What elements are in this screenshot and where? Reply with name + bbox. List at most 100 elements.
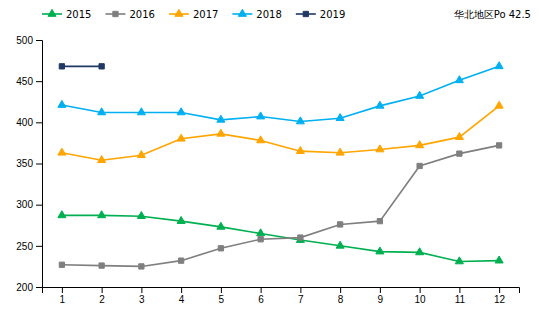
tick-mark — [141, 287, 142, 293]
point — [336, 114, 344, 121]
point — [218, 246, 223, 251]
point — [257, 136, 265, 143]
point — [59, 262, 64, 267]
tick-mark — [36, 246, 42, 247]
tick-mark — [36, 205, 42, 206]
point — [296, 117, 304, 124]
tick-label: 4 — [179, 294, 185, 305]
point — [58, 211, 66, 218]
series — [58, 62, 503, 124]
point — [58, 148, 66, 155]
tick-label: 200 — [16, 282, 33, 293]
x-axis: 123456789101112 — [43, 287, 520, 305]
point — [457, 151, 462, 156]
legend-marker — [113, 11, 118, 16]
tick-mark — [36, 122, 42, 123]
tick-label: 9 — [378, 294, 384, 305]
tick-mark — [221, 287, 222, 293]
point — [416, 91, 424, 98]
point — [217, 115, 225, 122]
tick-mark — [36, 40, 42, 41]
tick: 300 — [16, 199, 42, 210]
legend-label: 2019 — [320, 9, 345, 20]
point — [496, 143, 501, 148]
point — [257, 112, 265, 119]
legend-item: 2018 — [232, 9, 281, 20]
tick-mark — [340, 287, 341, 293]
tick-label: 300 — [16, 199, 33, 210]
tick-label: 5 — [219, 294, 225, 305]
point — [99, 263, 104, 268]
tick: 2 — [99, 287, 105, 305]
axis-line — [43, 288, 520, 294]
point — [417, 163, 422, 168]
tick: 5 — [219, 287, 225, 305]
point — [177, 134, 185, 141]
point — [217, 222, 225, 229]
tick-label: 450 — [16, 76, 33, 87]
tick-label: 400 — [16, 117, 33, 128]
tick: 11 — [455, 287, 466, 305]
series — [59, 143, 502, 269]
point — [98, 156, 106, 163]
point — [495, 101, 503, 108]
tick: 350 — [16, 158, 42, 169]
tick-label: 350 — [16, 158, 33, 169]
legend-marker — [48, 9, 56, 16]
point — [376, 101, 384, 108]
point — [257, 229, 265, 236]
legend: 20152016201720182019 — [42, 9, 345, 20]
point — [58, 100, 66, 107]
tick-label: 7 — [298, 294, 304, 305]
point — [416, 141, 424, 148]
tick-mark — [380, 287, 381, 293]
tick: 250 — [16, 241, 42, 252]
tick: 1 — [60, 287, 66, 305]
point — [177, 216, 185, 223]
tick-mark — [36, 287, 42, 288]
point — [139, 264, 144, 269]
point — [298, 235, 303, 240]
point — [98, 211, 106, 218]
tick-mark — [102, 287, 103, 293]
line — [62, 145, 499, 266]
tick-mark — [62, 287, 63, 293]
legend-marker — [238, 9, 246, 16]
point — [217, 129, 225, 136]
axis-line — [36, 41, 43, 288]
legend-item: 2017 — [169, 9, 218, 20]
legend-marker — [303, 11, 308, 16]
tick: 200 — [16, 282, 42, 293]
legend-label: 2017 — [193, 9, 218, 20]
point — [137, 151, 145, 158]
tick-label: 6 — [258, 294, 264, 305]
tick: 8 — [338, 287, 344, 305]
point — [376, 247, 384, 254]
tick-mark — [36, 81, 42, 82]
tick-label: 2 — [99, 294, 105, 305]
tick-mark — [499, 287, 500, 293]
series — [59, 64, 104, 69]
point — [495, 256, 503, 263]
tick-mark — [300, 287, 301, 293]
tick: 10 — [415, 287, 427, 305]
tick-label: 11 — [455, 294, 466, 305]
tick-label: 1 — [60, 294, 66, 305]
point — [98, 108, 106, 115]
point — [376, 145, 384, 152]
tick-label: 10 — [415, 294, 427, 305]
tick-mark — [420, 287, 421, 293]
tick: 6 — [258, 287, 264, 305]
point — [137, 108, 145, 115]
point — [337, 222, 342, 227]
tick: 450 — [16, 76, 42, 87]
point — [495, 62, 503, 69]
point — [455, 133, 463, 140]
tick-mark — [36, 164, 42, 165]
legend-label: 2016 — [129, 9, 154, 20]
annotation: 华北地区Po 42.5 — [454, 9, 531, 20]
tick: 500 — [16, 35, 42, 46]
tick-mark — [261, 287, 262, 293]
point — [177, 108, 185, 115]
tick: 7 — [298, 287, 304, 305]
